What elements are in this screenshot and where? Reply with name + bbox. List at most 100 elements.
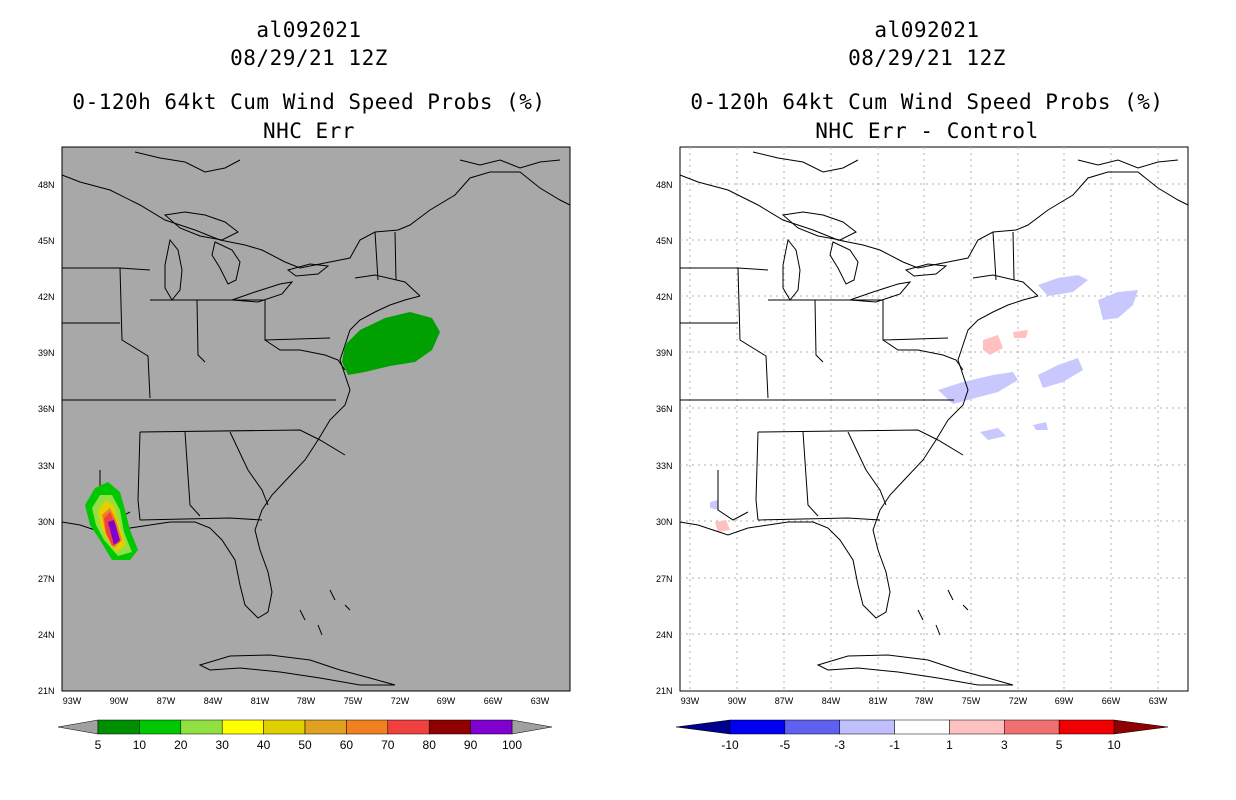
probability-area-northeast: [342, 312, 440, 375]
colorbar-label: 5: [95, 738, 102, 752]
map-gridlines: [680, 147, 1188, 691]
colorbar-label: 1: [946, 738, 953, 752]
lon-label: 66W: [1102, 696, 1121, 706]
lon-label: 66W: [484, 696, 503, 706]
colorbar-label: 70: [381, 738, 395, 752]
lon-label: 93W: [63, 696, 82, 706]
lat-label: 27N: [38, 574, 55, 584]
subtitle: NHC Err - Control: [815, 119, 1039, 143]
colorbar-segment: [263, 719, 306, 735]
colorbar-segment: [428, 719, 471, 735]
lon-label: 87W: [157, 696, 176, 706]
colorbar-end-low: [675, 719, 731, 735]
lon-label: 69W: [1055, 696, 1074, 706]
lon-label: 93W: [681, 696, 700, 706]
lon-label: 78W: [915, 696, 934, 706]
lon-label: 72W: [391, 696, 410, 706]
colorbar-segment: [387, 719, 430, 735]
colorbar-label: 100: [502, 738, 522, 752]
map-outlines: [61, 151, 571, 686]
colorbar-segment: [784, 719, 840, 735]
storm-id-title: al092021: [874, 18, 980, 42]
colorbar-label: 40: [257, 738, 271, 752]
panel-nhc-err: al092021 08/29/21 12Z 0-120h 64kt Cum Wi…: [38, 18, 571, 752]
lat-label: 36N: [656, 404, 673, 414]
lon-label: 90W: [110, 696, 129, 706]
lat-label: 48N: [38, 180, 55, 190]
lat-label: 39N: [656, 348, 673, 358]
lat-label: 21N: [656, 686, 673, 696]
lat-label: 45N: [656, 236, 673, 246]
colorbar-segment: [1058, 719, 1115, 735]
lat-label: 30N: [38, 517, 55, 527]
lon-label: 75W: [344, 696, 363, 706]
colorbar-label: 30: [216, 738, 230, 752]
lat-labels: 48N 45N 42N 39N 36N 33N 30N 27N 24N 21N: [38, 180, 55, 696]
lon-label: 84W: [204, 696, 223, 706]
lon-label: 63W: [531, 696, 550, 706]
lon-labels: 93W 90W 87W 84W 81W 78W 75W 72W 69W 66W …: [681, 696, 1168, 706]
lon-label: 84W: [822, 696, 841, 706]
lat-label: 42N: [38, 292, 55, 302]
lat-label: 45N: [38, 236, 55, 246]
colorbar-segment: [1004, 719, 1060, 735]
probability-area-louisiana: [85, 482, 138, 560]
map-outlines: [679, 151, 1189, 686]
colorbar-label: -3: [834, 738, 845, 752]
colorbar-label: 50: [298, 738, 312, 752]
lon-label: 69W: [437, 696, 456, 706]
difference-areas: [710, 275, 1138, 532]
colorbar-label: 20: [174, 738, 188, 752]
colorbar-label: -10: [721, 738, 739, 752]
lon-label: 87W: [775, 696, 794, 706]
lon-label: 81W: [869, 696, 888, 706]
lat-label: 24N: [38, 630, 55, 640]
panel-nhc-err-control: al092021 08/29/21 12Z 0-120h 64kt Cum Wi…: [618, 0, 1236, 800]
colorbar-label: -5: [780, 738, 791, 752]
colorbar-label: 10: [133, 738, 147, 752]
lon-label: 78W: [297, 696, 316, 706]
colorbar-segment: [839, 719, 895, 735]
colorbar-label: 80: [423, 738, 437, 752]
colorbar-segment: [949, 719, 1005, 735]
colorbar-label: 10: [1107, 738, 1121, 752]
lon-label: 72W: [1009, 696, 1028, 706]
map-background: [679, 146, 1189, 692]
map-background: [61, 146, 571, 692]
datetime-title: 08/29/21 12Z: [230, 46, 388, 70]
storm-id-title: al092021: [256, 18, 362, 42]
colorbar-label: 90: [464, 738, 478, 752]
lat-label: 21N: [38, 686, 55, 696]
product-title: 0-120h 64kt Cum Wind Speed Probs (%): [690, 90, 1164, 114]
colorbar-segment: [470, 719, 513, 735]
colorbar-label: 5: [1056, 738, 1063, 752]
lon-label: 81W: [251, 696, 270, 706]
lat-label: 48N: [656, 180, 673, 190]
lat-labels: 48N 45N 42N 39N 36N 33N 30N 27N 24N 21N: [656, 180, 673, 696]
subtitle: NHC Err: [262, 119, 355, 143]
colorbar-end-high: [511, 719, 553, 735]
lat-label: 36N: [38, 404, 55, 414]
lat-label: 33N: [656, 461, 673, 471]
colorbar-label: 3: [1001, 738, 1008, 752]
colorbar-segment: [221, 719, 264, 735]
lon-label: 75W: [962, 696, 981, 706]
colorbar-end-high: [1113, 719, 1169, 735]
map-svg: 48N 45N 42N 39N 36N 33N 30N 27N 24N 21N …: [38, 146, 571, 752]
colorbar: -10 -5 -3 -1 1 3 5 10: [675, 719, 1169, 752]
colorbar-label: -1: [889, 738, 900, 752]
colorbar-segment: [97, 719, 140, 735]
colorbar-end-low: [57, 719, 99, 735]
product-title: 0-120h 64kt Cum Wind Speed Probs (%): [72, 90, 546, 114]
colorbar-label: 60: [340, 738, 354, 752]
lat-label: 39N: [38, 348, 55, 358]
lon-label: 90W: [728, 696, 747, 706]
colorbar-segment: [180, 719, 223, 735]
colorbar-segment: [304, 719, 347, 735]
lat-label: 30N: [656, 517, 673, 527]
colorbar-segment: [729, 719, 786, 735]
colorbar: 5 10 20 30 40 50 60 70 80 90 100: [57, 719, 553, 752]
colorbar-segment: [346, 719, 389, 735]
lon-labels: 93W 90W 87W 84W 81W 78W 75W 72W 69W 66W …: [63, 696, 550, 706]
lat-label: 24N: [656, 630, 673, 640]
